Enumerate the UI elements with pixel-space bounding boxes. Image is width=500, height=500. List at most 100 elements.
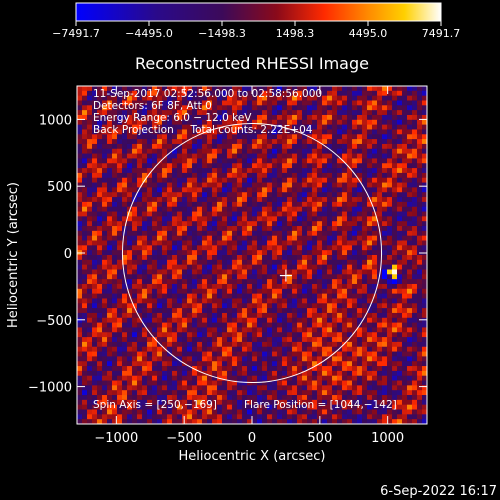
heatmap-cell (157, 399, 163, 406)
heatmap-cell (337, 197, 343, 203)
heatmap-cell (202, 380, 208, 386)
heatmap-cell (347, 327, 353, 333)
heatmap-cell (152, 395, 158, 401)
heatmap-cell (382, 153, 388, 159)
heatmap-cell (267, 201, 273, 208)
heatmap-cell (297, 409, 303, 415)
heatmap-cell (267, 395, 273, 401)
heatmap-cell (342, 230, 348, 237)
heatmap-cell (252, 337, 258, 343)
heatmap-cell (372, 361, 378, 367)
heatmap-cell (162, 317, 168, 323)
heatmap-cell (267, 375, 273, 381)
axis-ticks (77, 86, 427, 424)
heatmap-cell (182, 259, 188, 266)
heatmap-cell (187, 259, 193, 266)
heatmap-cell (352, 129, 358, 135)
heatmap-cell (397, 264, 403, 270)
heatmap-cell (257, 317, 263, 323)
heatmap-cell (147, 221, 153, 227)
heatmap-cell (142, 375, 148, 381)
heatmap-cell (222, 148, 228, 154)
heatmap-cell (382, 303, 388, 309)
heatmap-cell (392, 143, 398, 150)
heatmap-cell (342, 221, 348, 227)
heatmap-cell (217, 168, 223, 174)
heatmap-cell (217, 216, 223, 222)
heatmap-cell (237, 255, 243, 261)
heatmap-cell (312, 105, 318, 111)
heatmap-cell (407, 385, 413, 391)
heatmap-cell (372, 172, 378, 179)
heatmap-cell (347, 259, 353, 266)
heatmap-cell (302, 366, 308, 372)
footer-spin-axis: Spin Axis = [250,−169] (93, 399, 217, 411)
heatmap-cell (182, 187, 188, 193)
heatmap-cell (147, 332, 153, 338)
heatmap-cell (117, 269, 123, 275)
heatmap-cell (392, 274, 398, 280)
heatmap-cell (392, 279, 398, 285)
heatmap-cell (217, 370, 223, 377)
heatmap-cell (207, 322, 213, 328)
heatmap-cell (167, 139, 173, 145)
heatmap-cell (112, 332, 118, 338)
heatmap-cell (262, 226, 268, 232)
heatmap-cell (252, 163, 258, 169)
heatmap-cell (112, 95, 118, 101)
heatmap-cell (367, 206, 373, 212)
heatmap-cell (77, 337, 83, 343)
heatmap-cell (357, 332, 363, 338)
heatmap-cell (332, 322, 338, 328)
heatmap-cell (397, 341, 403, 348)
heatmap-cell (242, 332, 248, 338)
heatmap-cell (292, 259, 298, 266)
heatmap-cell (237, 163, 243, 169)
heatmap-cell (102, 110, 108, 116)
heatmap-cell (177, 240, 183, 246)
heatmap-cell (327, 303, 333, 309)
heatmap-cell (282, 158, 288, 164)
heatmap-cell (392, 124, 398, 130)
heatmap-cell (142, 197, 148, 203)
colorbar-tick-label: 1498.3 (276, 27, 315, 40)
heatmap-cell (332, 414, 338, 420)
heatmap-cell (327, 250, 333, 256)
heatmap-cell (232, 182, 238, 188)
heatmap-cell (302, 414, 308, 420)
heatmap-cell (252, 240, 258, 246)
heatmap-cell (197, 279, 203, 285)
heatmap-cell (312, 201, 318, 208)
heatmap-cell (232, 274, 238, 280)
heatmap-cell (222, 206, 228, 212)
heatmap-cell (202, 283, 208, 290)
heatmap-cell (227, 322, 233, 328)
heatmap-cell (307, 293, 313, 299)
heatmap-cell (277, 404, 283, 410)
heatmap-cell (387, 337, 393, 343)
heatmap-cell (92, 95, 98, 101)
heatmap-cell (172, 395, 178, 401)
heatmap-cell (202, 395, 208, 401)
heatmap-cell (187, 158, 193, 164)
heatmap-cell (167, 86, 173, 92)
heatmap-cell (267, 211, 273, 217)
heatmap-cell (232, 375, 238, 381)
heatmap-cell (92, 148, 98, 154)
heatmap-cell (362, 221, 368, 227)
heatmap-cell (257, 341, 263, 348)
heatmap-cell (367, 370, 373, 377)
heatmap-cell (297, 216, 303, 222)
heatmap-cell (197, 385, 203, 391)
heatmap-cell (372, 197, 378, 203)
heatmap-cell (232, 264, 238, 270)
heatmap-cell (247, 375, 253, 381)
heatmap-cell (257, 182, 263, 188)
heatmap-cell (202, 255, 208, 261)
heatmap-cell (422, 322, 427, 328)
heatmap-cell (142, 341, 148, 348)
heatmap-cell (242, 105, 248, 111)
heatmap-cell (247, 235, 253, 241)
heatmap-cell (77, 182, 83, 188)
heatmap-cell (107, 119, 113, 126)
